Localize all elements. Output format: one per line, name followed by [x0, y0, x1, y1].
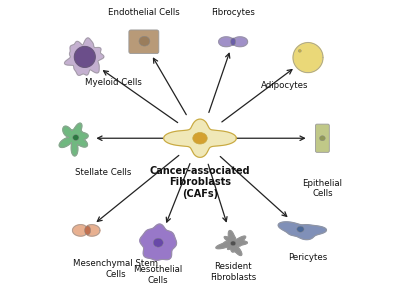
Ellipse shape	[230, 241, 236, 246]
Polygon shape	[164, 119, 236, 157]
Text: Adipocytes: Adipocytes	[260, 81, 308, 90]
Ellipse shape	[297, 226, 304, 232]
Polygon shape	[64, 38, 104, 75]
Ellipse shape	[84, 226, 91, 235]
FancyBboxPatch shape	[316, 124, 329, 152]
Text: Pericytes: Pericytes	[288, 253, 328, 262]
Text: Mesothelial
Cells: Mesothelial Cells	[134, 265, 183, 285]
Ellipse shape	[153, 238, 163, 247]
Ellipse shape	[231, 38, 236, 46]
Polygon shape	[72, 225, 100, 236]
Ellipse shape	[139, 36, 150, 46]
Ellipse shape	[193, 132, 207, 144]
Polygon shape	[216, 231, 247, 255]
Ellipse shape	[320, 136, 325, 141]
Polygon shape	[140, 224, 176, 260]
Polygon shape	[59, 123, 88, 156]
Polygon shape	[293, 43, 323, 73]
Text: Mesenchymal Stem
Cells: Mesenchymal Stem Cells	[73, 259, 158, 278]
Text: Fibrocytes: Fibrocytes	[211, 8, 255, 18]
Polygon shape	[74, 47, 95, 67]
Text: Stellate Cells: Stellate Cells	[75, 168, 131, 177]
Ellipse shape	[73, 135, 79, 141]
FancyBboxPatch shape	[129, 30, 159, 54]
Polygon shape	[219, 37, 248, 47]
Polygon shape	[278, 222, 326, 240]
Text: Epithelial
Cells: Epithelial Cells	[302, 179, 342, 198]
Text: Myeloid Cells: Myeloid Cells	[85, 78, 142, 87]
Text: Endothelial Cells: Endothelial Cells	[108, 8, 180, 18]
Text: Cancer-associated
Fibroblasts
(CAFs): Cancer-associated Fibroblasts (CAFs)	[150, 166, 250, 199]
Text: Resident
Fibroblasts: Resident Fibroblasts	[210, 262, 256, 282]
Ellipse shape	[298, 50, 301, 52]
